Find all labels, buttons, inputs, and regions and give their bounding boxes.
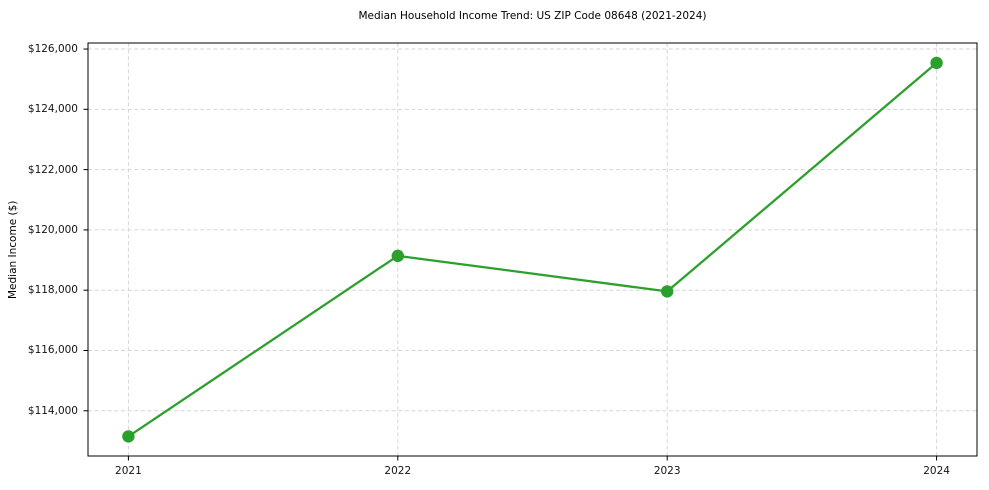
y-tick-label: $118,000 bbox=[27, 284, 78, 297]
x-tick-label: 2023 bbox=[653, 465, 681, 477]
plot-border bbox=[87, 42, 978, 457]
data-point-2023 bbox=[660, 285, 674, 298]
data-point-2022 bbox=[391, 249, 405, 263]
y-tick-label: $120,000 bbox=[27, 223, 78, 236]
y-tick-label: $114,000 bbox=[27, 404, 78, 417]
trend-line bbox=[127, 61, 938, 438]
y-tick-label: $124,000 bbox=[27, 103, 78, 116]
data-point-2021 bbox=[122, 430, 135, 443]
y-tick-label: $122,000 bbox=[27, 163, 78, 176]
x-tick-label: 2024 bbox=[923, 465, 950, 477]
data-point-2024 bbox=[930, 56, 943, 70]
y-tick-label: $116,000 bbox=[27, 344, 78, 357]
chart-title: Median Household Income Trend: US ZIP Co… bbox=[358, 10, 707, 22]
x-tick-label: 2021 bbox=[115, 465, 142, 477]
x-tick-label: 2022 bbox=[384, 465, 412, 477]
y-tick-label: $126,000 bbox=[27, 43, 78, 56]
